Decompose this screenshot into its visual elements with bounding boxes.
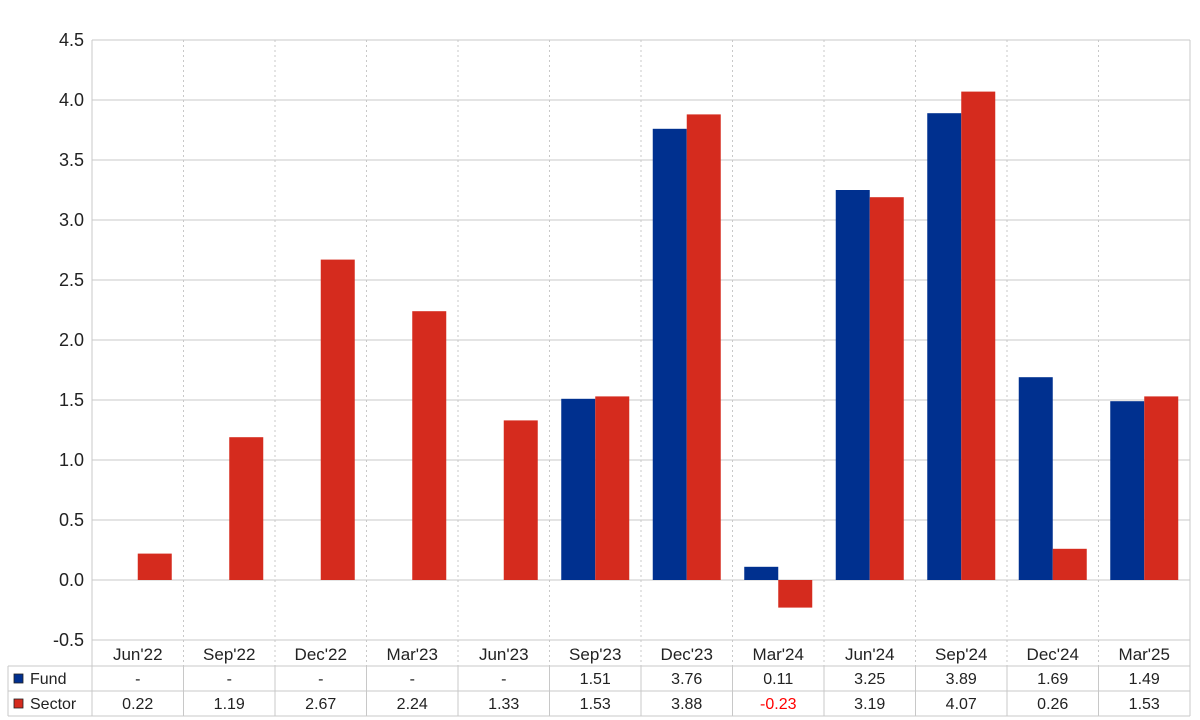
bar-sector-1 bbox=[229, 437, 264, 580]
bars bbox=[137, 91, 1179, 608]
y-axis: -0.5 0.0 0.5 1.0 1.5 2.0 2.5 3.0 3.5 4.0 4.5 bbox=[53, 30, 84, 650]
table-cell-fund: 1.49 bbox=[1129, 671, 1160, 688]
table-cell-fund: 3.25 bbox=[854, 671, 885, 688]
x-tick-label: Dec'24 bbox=[1027, 645, 1079, 664]
bar-fund-9 bbox=[927, 113, 962, 580]
x-tick-label: Mar'24 bbox=[753, 645, 804, 664]
table-cell-sector: 1.33 bbox=[488, 696, 519, 713]
bar-sector-3 bbox=[412, 311, 447, 580]
bar-fund-10 bbox=[1018, 377, 1053, 580]
table-cell-sector: 0.26 bbox=[1037, 696, 1068, 713]
y-tick-label: 1.0 bbox=[59, 450, 84, 470]
x-tick-label: Sep'23 bbox=[569, 645, 621, 664]
bar-sector-8 bbox=[869, 197, 904, 580]
y-tick-label: -0.5 bbox=[53, 630, 84, 650]
x-tick-label: Jun'24 bbox=[845, 645, 895, 664]
data-table: Fund - - - - - 1.51 3.76 0.11 3.25 3.89 1.69 1.49 Sec… bbox=[7, 665, 1191, 717]
bar-sector-7 bbox=[778, 580, 813, 608]
table-cell-sector: -0.23 bbox=[760, 696, 797, 713]
table-cell-fund: 0.11 bbox=[763, 671, 793, 688]
x-tick-label: Mar'25 bbox=[1119, 645, 1170, 664]
bar-sector-10 bbox=[1052, 548, 1087, 580]
y-tick-label: 2.0 bbox=[59, 330, 84, 350]
y-tick-label: 2.5 bbox=[59, 270, 84, 290]
legend-swatch-sector bbox=[13, 698, 24, 709]
x-tick-label: Sep'24 bbox=[935, 645, 987, 664]
bar-sector-6 bbox=[686, 114, 721, 581]
y-tick-label: 1.5 bbox=[59, 390, 84, 410]
bar-fund-7 bbox=[744, 566, 779, 580]
table-cell-fund: - bbox=[135, 671, 140, 688]
bar-sector-5 bbox=[595, 396, 630, 580]
bar-fund-5 bbox=[561, 398, 596, 580]
y-tick-label: 3.0 bbox=[59, 210, 84, 230]
table-cell-sector: 0.22 bbox=[122, 696, 153, 713]
table-cell-fund: - bbox=[410, 671, 415, 688]
bar-sector-9 bbox=[961, 91, 996, 580]
bar-sector-4 bbox=[503, 420, 538, 580]
y-tick-label: 0.0 bbox=[59, 570, 84, 590]
bar-fund-6 bbox=[652, 128, 687, 581]
table-cell-sector: 2.67 bbox=[305, 696, 336, 713]
x-tick-label: Dec'23 bbox=[661, 645, 713, 664]
table-cell-fund: - bbox=[501, 671, 506, 688]
table-cell-fund: - bbox=[318, 671, 323, 688]
legend-label-sector: Sector bbox=[30, 696, 77, 713]
x-axis-labels: Jun'22 Sep'22 Dec'22 Mar'23 Jun'23 Sep'23 Dec'… bbox=[113, 645, 1170, 664]
table-cell-sector: 1.53 bbox=[1129, 696, 1160, 713]
bar-sector-0 bbox=[137, 553, 172, 580]
legend-swatch-fund bbox=[13, 673, 24, 684]
bar-fund-11 bbox=[1110, 401, 1145, 580]
y-tick-label: 4.0 bbox=[59, 90, 84, 110]
x-tick-label: Jun'23 bbox=[479, 645, 529, 664]
table-cell-sector: 3.88 bbox=[671, 696, 702, 713]
table-cell-sector: 1.53 bbox=[580, 696, 611, 713]
legend-label-fund: Fund bbox=[30, 671, 66, 688]
y-tick-label: 4.5 bbox=[59, 30, 84, 50]
x-tick-label: Dec'22 bbox=[295, 645, 347, 664]
y-tick-label: 0.5 bbox=[59, 510, 84, 530]
table-cell-fund: 3.89 bbox=[946, 671, 977, 688]
table-cell-sector: 1.19 bbox=[214, 696, 245, 713]
x-tick-label: Sep'22 bbox=[203, 645, 255, 664]
table-cell-fund: 1.51 bbox=[580, 671, 611, 688]
grid-lines bbox=[91, 39, 1191, 666]
table-cell-fund: - bbox=[227, 671, 232, 688]
x-tick-label: Jun'22 bbox=[113, 645, 163, 664]
bar-fund-8 bbox=[835, 190, 870, 580]
bar-sector-2 bbox=[320, 259, 355, 580]
table-cell-sector: 2.24 bbox=[397, 696, 428, 713]
table-cell-sector: 4.07 bbox=[946, 696, 977, 713]
table-cell-fund: 1.69 bbox=[1037, 671, 1068, 688]
bar-sector-11 bbox=[1144, 396, 1179, 580]
x-tick-label: Mar'23 bbox=[387, 645, 438, 664]
y-tick-label: 3.5 bbox=[59, 150, 84, 170]
table-cell-fund: 3.76 bbox=[671, 671, 702, 688]
table-cell-sector: 3.19 bbox=[854, 696, 885, 713]
